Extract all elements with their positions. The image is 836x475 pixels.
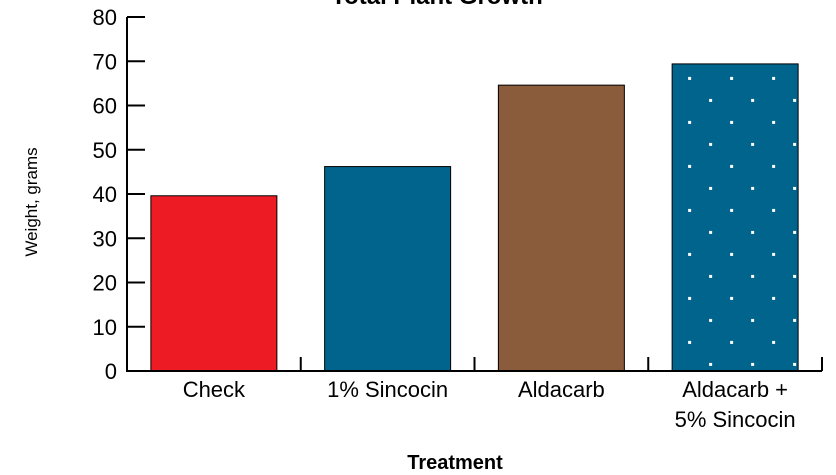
bars (150, 63, 799, 372)
y-tick-label: 70 (93, 49, 117, 74)
x-axis-label: Treatment (407, 452, 503, 474)
y-tick-label: 60 (93, 94, 117, 119)
chart-title: Total Plant Growth (331, 0, 543, 10)
y-axis-label: Weight, grams (22, 147, 41, 256)
y-tick-label: 0 (105, 359, 117, 384)
y-axis-ticks: 0 10 20 30 40 50 60 70 80 (93, 5, 145, 384)
bar (150, 195, 278, 372)
category-label: 1% Sincocin (327, 377, 448, 402)
bar-dot-pattern (672, 63, 799, 371)
y-tick-label: 30 (93, 226, 117, 251)
y-tick-label: 10 (93, 315, 117, 340)
y-tick-label: 20 (93, 271, 117, 296)
category-label: Aldacarb +5% Sincocin (675, 377, 796, 432)
x-axis-ticks (299, 357, 823, 371)
category-label: Check (183, 377, 246, 402)
y-tick-label: 40 (93, 182, 117, 207)
category-labels: Check 1% Sincocin Aldacarb Aldacarb +5% Sin… (183, 377, 796, 432)
bar (324, 166, 452, 372)
bar (497, 84, 625, 372)
y-tick-label: 50 (93, 138, 117, 163)
y-tick-label: 80 (93, 5, 117, 30)
category-label: Aldacarb (518, 377, 605, 402)
